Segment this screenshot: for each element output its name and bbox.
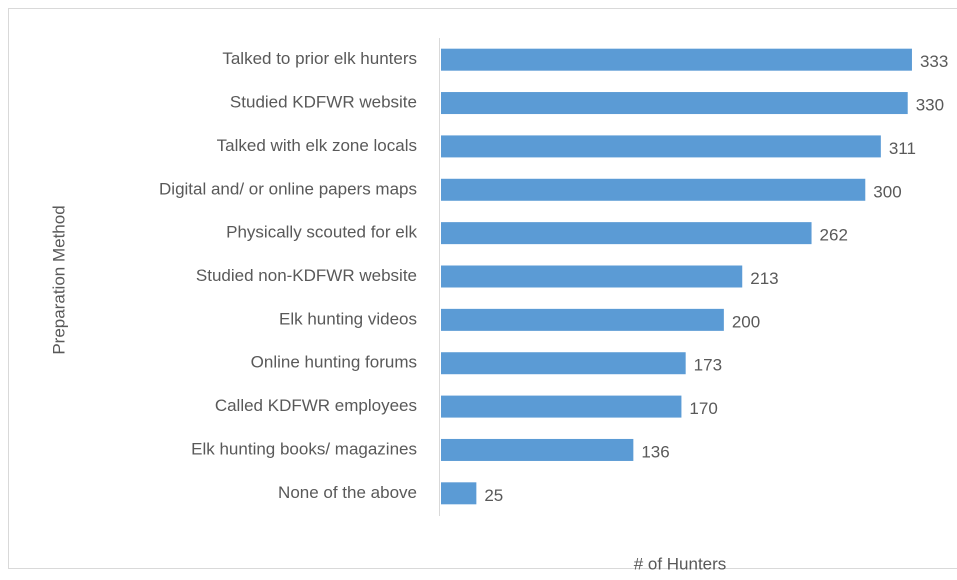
data-label: 200 xyxy=(732,312,760,331)
bar xyxy=(441,178,866,201)
data-label: 213 xyxy=(750,269,778,288)
y-tick-label: Studied KDFWR website xyxy=(230,93,417,112)
data-label: 330 xyxy=(916,96,944,115)
y-tick-label: Online hunting forums xyxy=(251,353,417,372)
bar xyxy=(441,308,724,331)
bar xyxy=(441,222,812,245)
y-tick-label: Studied non-KDFWR website xyxy=(196,266,417,285)
y-tick-label: Talked with elk zone locals xyxy=(217,136,417,155)
data-label: 300 xyxy=(873,182,901,201)
y-tick-label: Elk hunting videos xyxy=(279,309,417,328)
bar xyxy=(441,48,912,71)
bar xyxy=(441,482,477,505)
data-label: 25 xyxy=(484,486,503,505)
bar xyxy=(441,395,682,418)
bar xyxy=(441,92,908,115)
y-tick-label: Elk hunting books/ magazines xyxy=(191,439,417,458)
data-label: 262 xyxy=(820,226,848,245)
data-label: 333 xyxy=(920,52,948,71)
bar xyxy=(441,265,743,288)
data-label: 173 xyxy=(694,356,722,375)
x-axis-title: # of Hunters xyxy=(634,554,727,573)
data-label: 136 xyxy=(641,442,669,461)
y-tick-label: Called KDFWR employees xyxy=(215,396,417,415)
y-axis-title: Preparation Method xyxy=(49,205,68,354)
bar xyxy=(441,135,881,158)
y-tick-label: Talked to prior elk hunters xyxy=(222,49,417,68)
bar xyxy=(441,438,634,461)
data-label: 311 xyxy=(889,139,916,158)
data-label: 170 xyxy=(689,399,717,418)
bar xyxy=(441,352,686,375)
y-tick-label: Digital and/ or online papers maps xyxy=(159,179,417,198)
y-tick-label: Physically scouted for elk xyxy=(226,223,417,242)
y-tick-label: None of the above xyxy=(278,483,417,502)
